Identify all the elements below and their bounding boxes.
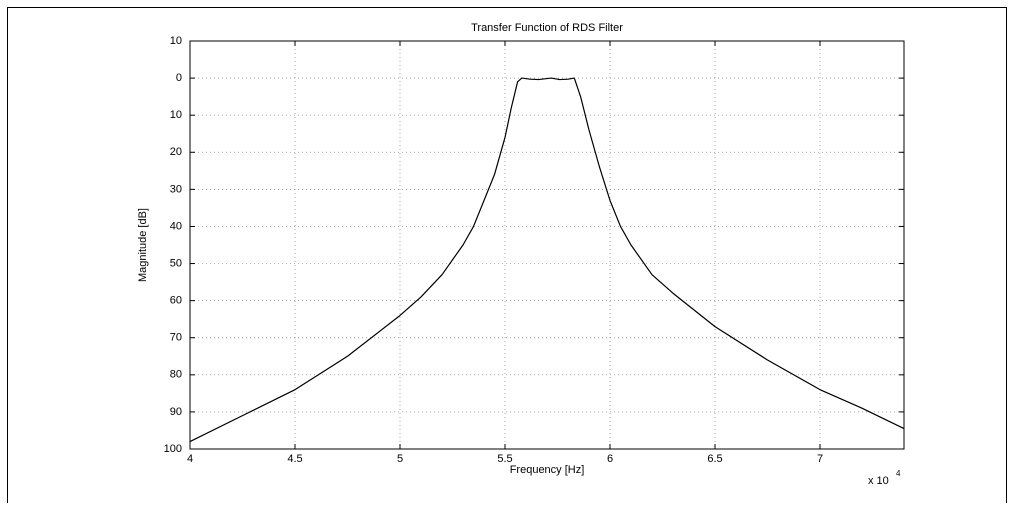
y-tick-label: 20 [170, 146, 182, 158]
y-tick-label: 10 [170, 35, 182, 47]
y-tick-label: 100 [164, 443, 182, 455]
chart-title: Transfer Function of RDS Filter [471, 22, 623, 34]
x-axis-label: Frequency [Hz] [510, 464, 585, 476]
x-multiplier: x 10 [868, 475, 889, 487]
y-axis-label: Magnitude [dB] [137, 208, 149, 282]
y-tick-label: 70 [170, 332, 182, 344]
x-tick-label: 5 [397, 453, 403, 465]
x-tick-label: 6 [607, 453, 613, 465]
x-tick-label: 5.5 [497, 453, 512, 465]
x-tick-label: 6.5 [707, 453, 722, 465]
y-tick-label: 80 [170, 369, 182, 381]
frame [7, 7, 1007, 508]
y-tick-label: 50 [170, 257, 182, 269]
x-exponent: 4 [896, 469, 901, 478]
x-tick-label: 7 [817, 453, 823, 465]
y-tick-label: 10 [170, 109, 182, 121]
y-tick-label: 90 [170, 406, 182, 418]
line [189, 77, 905, 443]
y-tick-label: 60 [170, 295, 182, 307]
y-tick-label: 30 [170, 183, 182, 195]
y-tick-label: 0 [176, 72, 182, 84]
x-tick-label: 4.5 [287, 453, 302, 465]
y-tick-label: 40 [170, 220, 182, 232]
plot-area [189, 40, 905, 450]
x-tick-label: 4 [187, 453, 193, 465]
